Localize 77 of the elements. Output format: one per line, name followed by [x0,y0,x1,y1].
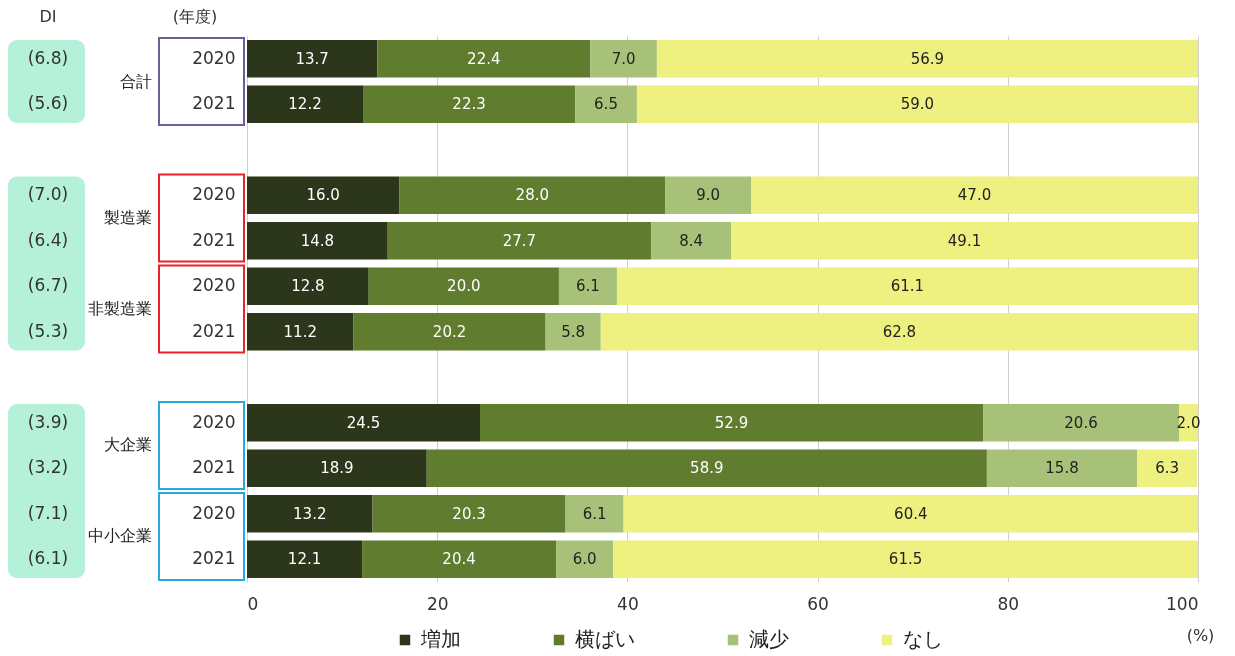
data-label: 7.0 [611,49,636,68]
data-label: 9.0 [696,186,721,205]
y2-tick-label: (3.2) [27,457,69,478]
text: 合計 [120,71,152,91]
text: (年度) [172,7,218,26]
legend-label: 横ばい [575,627,635,651]
data-label: 58.9 [690,459,724,478]
legend-label: 増加 [420,627,461,651]
data-label: 52.9 [714,413,749,432]
y2-tick-label: (6.4) [27,229,69,250]
text: DI [39,7,57,26]
data-label: 27.7 [502,231,537,250]
data-label: 13.7 [295,49,329,68]
data-label: 13.2 [293,504,327,523]
data-label: 12.1 [287,550,322,569]
x-axis-title: (%) [1186,625,1215,645]
data-label: 14.8 [300,231,335,250]
data-label: 22.3 [452,95,486,114]
x-tick-label: 20 [426,593,449,614]
data-label: 20.2 [432,322,467,341]
x-tick-label: 0 [247,593,259,614]
x-tick-label: 100 [1166,593,1199,614]
data-label: 18.9 [320,459,354,478]
y2-tick-label: (7.1) [27,502,69,523]
y-tick-label: 2020 [192,184,236,205]
y2-tick-label: (6.1) [27,548,69,569]
data-label: 15.8 [1045,459,1079,478]
data-label: 61.5 [888,550,923,569]
data-label: 60.4 [894,504,928,523]
data-label: 6.0 [572,550,597,569]
data-label: 49.1 [947,231,982,250]
text: 大企業 [104,435,152,455]
y2-tick-label: (3.9) [27,411,69,432]
y-tick-label: 2021 [192,457,236,478]
data-label: 22.4 [467,49,501,68]
data-label: 24.5 [346,413,381,432]
data-label: 20.4 [442,550,476,569]
data-label: 11.2 [283,322,317,341]
y-tick-label: 2020 [192,275,236,296]
data-label: 47.0 [957,186,992,205]
data-label: 6.3 [1155,459,1180,478]
data-label: 20.0 [447,277,481,296]
x-tick-label: 60 [807,593,829,614]
data-label: 61.1 [890,277,925,296]
data-label: 20.3 [452,504,486,523]
data-label: 12.8 [291,277,325,296]
x-tick-label: 80 [997,593,1020,614]
x-tick-label: 40 [617,593,639,614]
y2-tick-label: (5.3) [27,320,69,341]
data-label: 12.2 [288,95,322,114]
y-tick-label: 2020 [192,502,236,523]
y-tick-label: 2020 [192,47,236,68]
data-label: 8.4 [679,231,704,250]
data-label: 6.1 [582,504,607,523]
data-label: 59.0 [900,95,935,114]
legend-label: 減少 [749,627,789,651]
text: 非製造業 [88,299,152,318]
text: 製造業 [104,208,152,228]
y-tick-label: 2021 [192,93,236,114]
data-label: 16.0 [306,186,340,205]
data-label: 56.9 [910,49,945,68]
data-label: 20.6 [1064,413,1098,432]
y2-tick-label: (5.6) [27,93,69,114]
y-tick-label: 2021 [192,229,236,250]
legend-label: なし [903,627,943,651]
data-label: 28.0 [515,186,549,205]
y2-tick-label: (6.8) [27,47,69,68]
data-label: 62.8 [882,322,917,341]
y-tick-label: 2021 [192,548,236,569]
y-tick-label: 2020 [192,411,236,432]
y2-tick-label: (6.7) [27,275,69,296]
y-tick-label: 2021 [192,320,236,341]
data-label: 6.1 [576,277,600,296]
y2-tick-label: (7.0) [27,184,69,205]
text: 中小企業 [88,526,152,546]
data-label: 6.5 [594,95,618,114]
data-label: 5.8 [561,322,586,341]
